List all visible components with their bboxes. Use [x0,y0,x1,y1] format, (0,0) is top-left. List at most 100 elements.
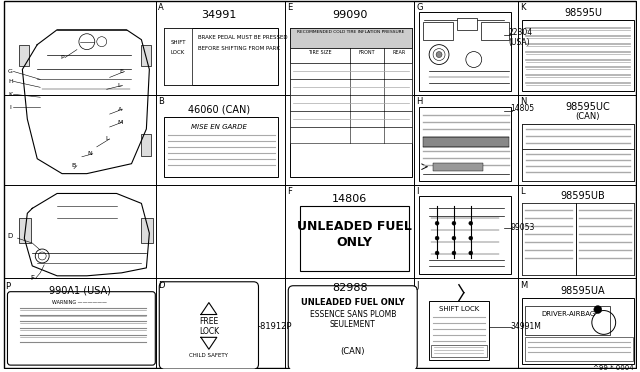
Bar [423,22,453,40]
Text: DRIVER-AIRBAG: DRIVER-AIRBAG [541,311,595,317]
Text: H: H [8,79,13,84]
Bar [164,28,278,85]
FancyBboxPatch shape [159,282,259,369]
Bar [419,196,511,274]
Circle shape [436,52,442,58]
Bar [522,124,634,149]
Text: SHIFT LOCK: SHIFT LOCK [439,305,479,312]
Text: RECOMMENDED COLD TIRE INFLATION PRESSURE: RECOMMENDED COLD TIRE INFLATION PRESSURE [297,30,404,34]
Text: MISE EN GARDE: MISE EN GARDE [191,124,247,130]
Text: 14806: 14806 [332,195,367,205]
Text: (CAN): (CAN) [340,347,365,356]
Bar [419,107,511,180]
Text: N: N [520,97,527,106]
Text: G: G [416,3,423,12]
Bar [481,22,509,40]
Bar [576,203,634,275]
Bar [141,134,151,156]
Text: UNLEADED FUEL: UNLEADED FUEL [298,220,412,233]
Bar [290,79,412,95]
Bar [290,95,412,111]
Text: FRONT: FRONT [358,49,375,55]
Text: K: K [520,3,526,12]
Text: D: D [158,281,164,290]
Text: M: M [117,119,122,125]
Text: E: E [120,69,124,74]
Bar [290,28,412,177]
Text: 14805: 14805 [511,104,534,113]
Text: 99090: 99090 [332,10,367,20]
Text: 98595UA: 98595UA [561,286,605,296]
Bar [290,127,412,143]
Text: SEULEMENT: SEULEMENT [330,320,376,330]
Text: ESSENCE SANS PLOMB: ESSENCE SANS PLOMB [310,310,396,318]
FancyBboxPatch shape [8,292,156,365]
Text: J: J [416,281,419,290]
Bar [433,163,483,171]
Bar [141,218,154,243]
Bar [290,111,412,127]
Circle shape [469,221,473,225]
Bar [19,45,29,67]
Bar [290,28,412,48]
Text: D: D [8,233,13,239]
Circle shape [435,251,439,255]
Text: 82988: 82988 [332,283,367,293]
Bar [525,305,610,335]
Text: P: P [6,282,11,291]
Text: (USA): (USA) [509,38,530,47]
FancyBboxPatch shape [288,286,417,370]
Text: 98595U: 98595U [564,8,602,18]
Bar [429,301,489,360]
Bar [419,12,511,91]
Circle shape [594,305,602,314]
Bar [423,137,509,147]
Text: 34991: 34991 [201,10,237,20]
Text: K: K [8,92,13,97]
Text: LOCK: LOCK [171,49,185,55]
Text: 98595UB: 98595UB [561,192,605,202]
Text: REAR: REAR [393,49,406,55]
Text: 22304: 22304 [509,28,532,37]
Text: SHIFT: SHIFT [170,40,186,45]
Text: F: F [287,186,292,196]
Text: 46060 (CAN): 46060 (CAN) [188,104,250,114]
Text: FREE: FREE [199,317,218,327]
Bar [457,18,477,30]
Bar [164,28,192,85]
Text: A: A [158,3,164,12]
Text: L: L [520,186,525,196]
Text: (CAN): (CAN) [575,112,600,121]
Text: LOCK: LOCK [199,327,219,336]
Text: P: P [60,55,64,60]
Text: F: F [30,275,35,281]
Circle shape [435,221,439,225]
Text: E: E [287,3,292,12]
Circle shape [435,236,439,240]
Bar [19,218,31,243]
Text: N: N [88,151,92,156]
Text: B: B [158,97,164,106]
Bar [522,203,634,275]
Bar [522,124,634,180]
Text: 34991M: 34991M [511,323,541,331]
Circle shape [469,236,473,240]
Text: H: H [416,97,422,106]
Bar [300,206,410,271]
Text: B: B [72,163,76,168]
Text: L: L [105,137,108,141]
Text: G: G [8,69,13,74]
Text: 990A1 (USA): 990A1 (USA) [49,286,111,296]
Text: A: A [118,107,122,112]
Bar [290,48,412,64]
Circle shape [469,251,473,255]
Text: M: M [520,281,527,290]
Circle shape [452,221,456,225]
Text: I: I [416,186,419,196]
Text: ^99 * 0004: ^99 * 0004 [593,365,634,371]
Text: TIRE SIZE: TIRE SIZE [308,49,332,55]
Bar [522,149,634,180]
Bar [525,337,632,361]
Text: L: L [118,83,122,88]
Circle shape [452,236,456,240]
